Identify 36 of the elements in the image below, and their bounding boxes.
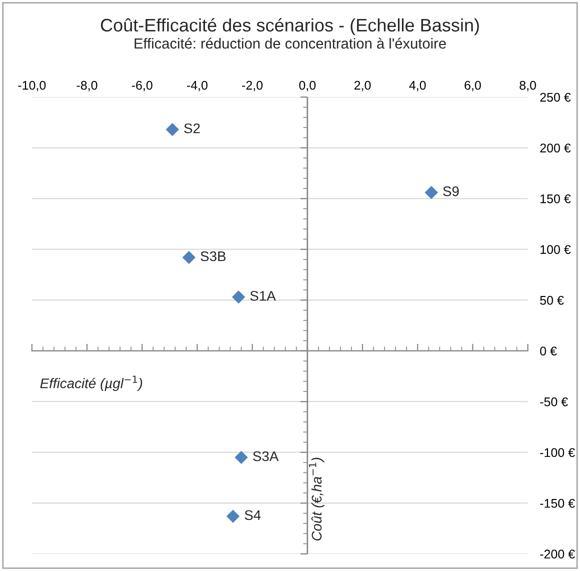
y-tick-label: -50 € <box>540 397 568 406</box>
y-tick-label: -100 € <box>540 448 575 458</box>
y-tick-label: -200 € <box>540 550 575 559</box>
annotation: S2 <box>184 123 200 134</box>
x-axis-title: Efficacité (µgl$^{−1}$) <box>40 376 142 392</box>
y-tick-label: 200 € <box>540 144 571 152</box>
y-tick-label: 0 € <box>540 346 557 356</box>
x-tick-label: 6,0 <box>464 80 481 92</box>
point <box>232 290 246 304</box>
x-tick-label: 0,0 <box>299 80 316 92</box>
point <box>424 186 438 200</box>
chart-title: Coût-Efficacité des scénarios - (Echelle Bassin) <box>100 18 479 36</box>
x-tick-label: -2,0 <box>242 80 263 92</box>
annotation: S9 <box>443 186 459 196</box>
point <box>226 510 240 523</box>
x-tick-label: 2,0 <box>354 80 371 92</box>
x-tick-label: 8,0 <box>520 80 536 92</box>
point <box>182 250 196 264</box>
point <box>166 122 179 136</box>
y-tick-label: -150 € <box>540 498 575 508</box>
annotation: S3A <box>253 451 279 462</box>
y-tick-label: 250 € <box>540 92 571 102</box>
y-tick-label: 100 € <box>540 245 571 254</box>
annotation: S4 <box>244 510 261 520</box>
x-tick-label: 4,0 <box>409 80 426 92</box>
x-tick-label: -6,0 <box>132 80 152 92</box>
y-tick-label: 150 € <box>540 194 571 204</box>
x-tick-label: -4,0 <box>186 80 208 92</box>
y-axis-title: Coût (€,ha$^{−1}$) <box>309 458 324 541</box>
chart-subtitle: Efficacité: réduction de concentration à l'éxutoire <box>134 38 446 49</box>
x-tick-label: -8,0 <box>76 80 98 92</box>
x-tick-label: -10,0 <box>18 80 46 92</box>
annotation: S1A <box>250 290 276 301</box>
point <box>234 450 248 464</box>
annotation: S3B <box>200 251 226 262</box>
y-tick-label: 50 € <box>540 296 564 305</box>
